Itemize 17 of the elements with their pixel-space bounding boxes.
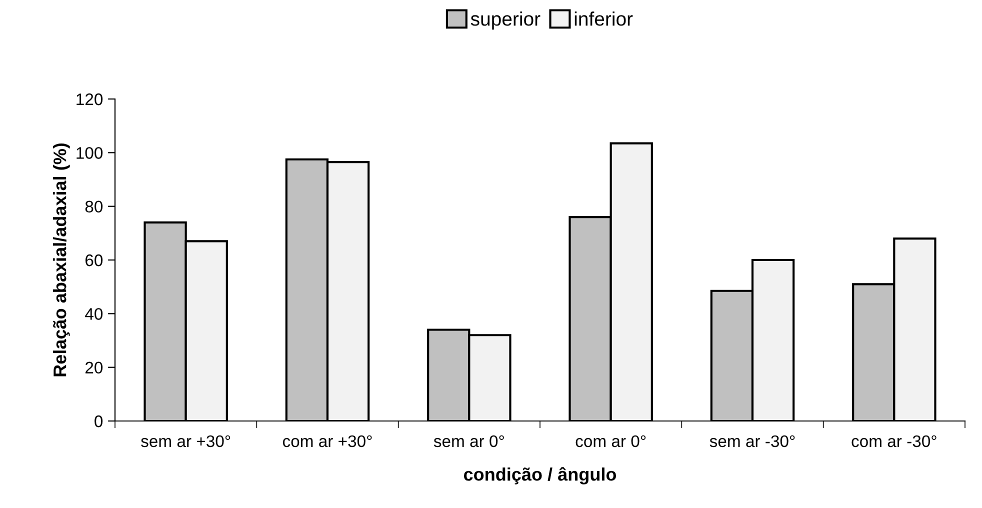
y-tick-label: 0 [94,415,103,428]
x-axis-title: condição / ângulo [464,467,616,484]
x-tick-label: sem ar 0° [434,435,504,448]
y-tick-label: 60 [86,254,103,266]
legend-label: superior [470,12,540,30]
y-tick-label: 100 [76,147,103,159]
x-tick-label: com ar 0° [576,435,646,448]
y-axis-title: Relação abaxial/adaxial (%) [53,143,70,376]
y-tick-label: 80 [85,200,103,213]
y-tick-label: 120 [76,93,103,106]
x-tick-label: sem ar -30° [710,435,795,448]
x-tick-label: com ar +30° [282,435,372,448]
y-tick-label: 20 [85,362,103,374]
legend-label: inferior [574,12,633,26]
x-tick-label: sem ar +30° [141,435,230,448]
x-tick-label: com ar -30° [852,435,936,448]
y-tick-label: 40 [85,308,103,320]
